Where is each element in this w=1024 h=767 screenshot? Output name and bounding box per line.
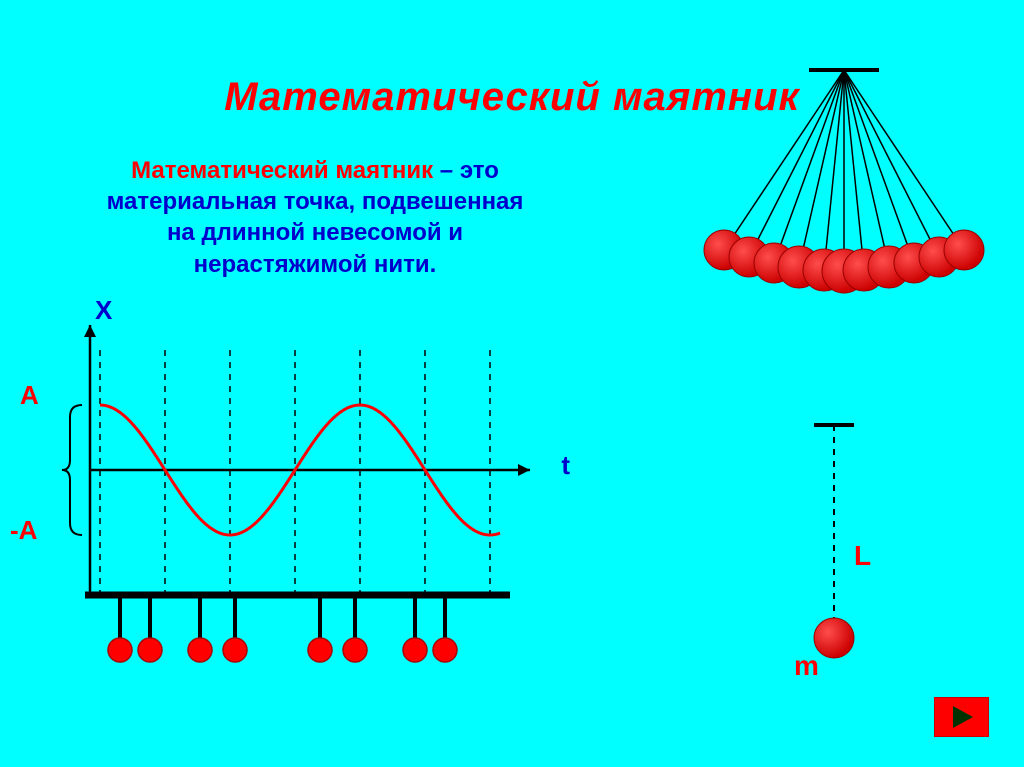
fan-svg (694, 55, 994, 305)
amplitude-label-pos: А (20, 380, 39, 411)
definition-body: материальная точка, подвешенная на длинн… (107, 188, 524, 277)
next-button[interactable] (934, 697, 989, 737)
oscillation-graph: X t А -А (40, 320, 560, 700)
amplitude-label-neg: -А (10, 515, 37, 546)
axis-label-t: t (561, 450, 570, 481)
single-pendulum-diagram: L m (784, 420, 884, 700)
definition-connector: – это (433, 157, 499, 184)
definition-term: Математический маятник (131, 157, 433, 184)
mass-label: m (794, 650, 819, 682)
play-icon (947, 702, 977, 732)
length-label: L (854, 540, 871, 572)
pendulum-fan-diagram (694, 55, 994, 285)
graph-svg (40, 320, 560, 700)
definition-text: Математический маятник – это материальна… (100, 155, 530, 280)
axis-label-x: X (95, 295, 112, 326)
